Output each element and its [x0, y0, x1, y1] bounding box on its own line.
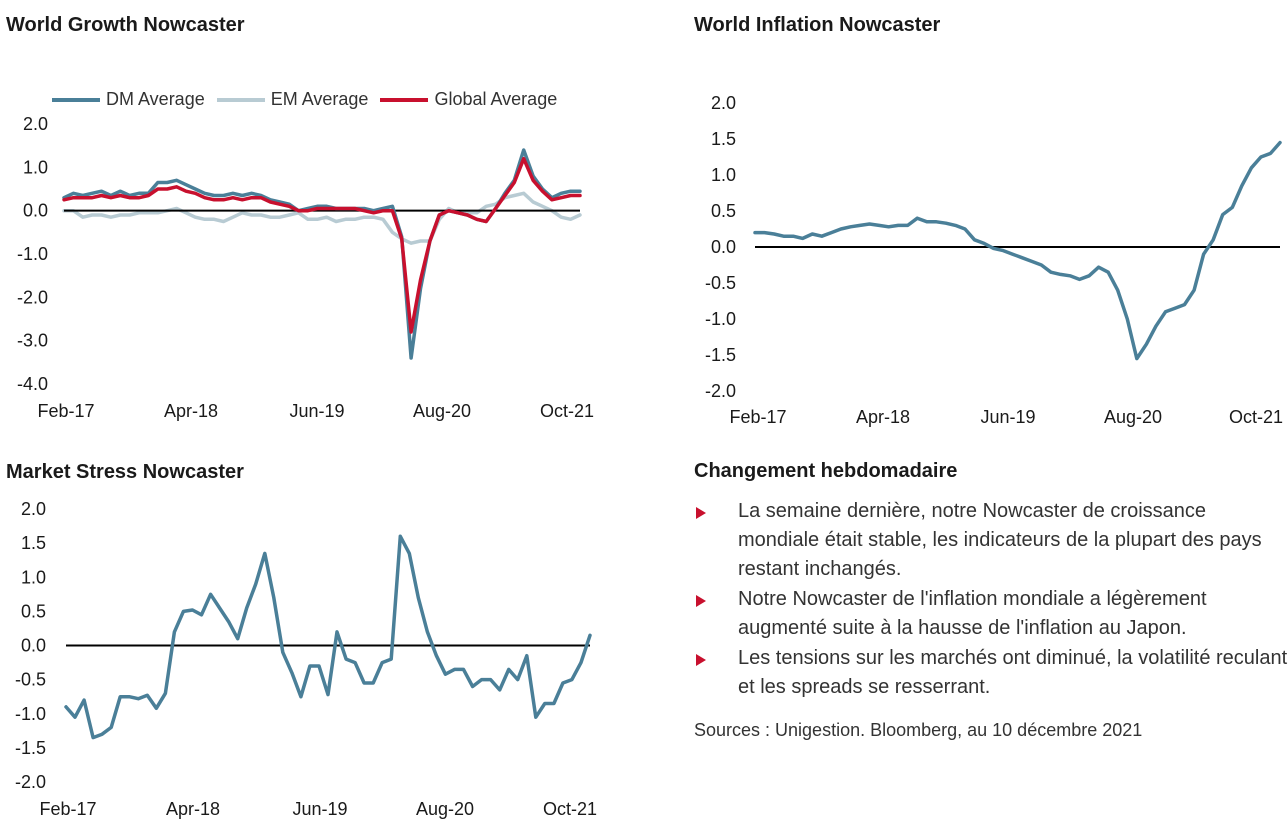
legend-swatch-em — [216, 97, 265, 102]
inflation-chart-title: World Inflation Nowcaster — [694, 14, 941, 36]
growth-legend: DM Average EM Average Global Average — [52, 89, 569, 110]
y-tick-label: 2.0 — [711, 93, 736, 113]
x-tick-label: Oct-21 — [543, 799, 597, 819]
legend-label-em: EM Average — [270, 89, 369, 109]
x-tick-label: Apr-18 — [164, 401, 218, 421]
x-tick-label: Feb-17 — [37, 401, 94, 421]
y-tick-label: -0.5 — [15, 670, 46, 690]
y-tick-label: -1.0 — [705, 309, 736, 329]
y-tick-label: 0.5 — [21, 601, 46, 621]
series-line-global-average — [62, 156, 582, 334]
y-tick-label: -2.0 — [705, 381, 736, 401]
x-tick-label: Apr-18 — [856, 407, 910, 427]
y-tick-label: -4.0 — [17, 374, 48, 394]
y-tick-label: 2.0 — [23, 114, 48, 134]
x-tick-label: Aug-20 — [413, 401, 471, 421]
x-tick-label: Oct-21 — [540, 401, 594, 421]
y-tick-label: 0.5 — [711, 201, 736, 221]
commentary-list: La semaine dernière, notre Nowcaster de … — [694, 497, 1288, 702]
y-tick-label: 1.0 — [711, 165, 736, 185]
y-tick-label: 0.0 — [21, 636, 46, 656]
y-tick-label: -1.5 — [705, 345, 736, 365]
series-line-em-average — [62, 191, 582, 245]
commentary-item-text: Les tensions sur les marchés ont diminué… — [738, 647, 1288, 698]
commentary-item-text: La semaine dernière, notre Nowcaster de … — [738, 500, 1262, 580]
series-line-stress — [64, 534, 592, 740]
y-tick-label: -2.0 — [17, 287, 48, 307]
legend-swatch-dm — [52, 97, 100, 102]
y-tick-label: 2.0 — [21, 499, 46, 519]
x-tick-label: Aug-20 — [1104, 407, 1162, 427]
legend-label-global: Global Average — [434, 89, 558, 109]
series-line-inflation — [753, 140, 1282, 361]
y-tick-label: -1.0 — [15, 704, 46, 724]
growth-chart-title: World Growth Nowcaster — [6, 14, 245, 36]
commentary-item: La semaine dernière, notre Nowcaster de … — [694, 497, 1288, 584]
x-tick-label: Aug-20 — [416, 799, 474, 819]
legend-label-dm: DM Average — [106, 89, 205, 109]
y-tick-label: 1.0 — [23, 157, 48, 177]
commentary-item: Les tensions sur les marchés ont diminué… — [694, 644, 1288, 702]
x-tick-label: Feb-17 — [729, 407, 786, 427]
x-tick-label: Feb-17 — [39, 799, 96, 819]
stress-chart-title: Market Stress Nowcaster — [6, 461, 244, 483]
x-tick-label: Jun-19 — [980, 407, 1035, 427]
y-tick-label: -1.0 — [17, 244, 48, 264]
commentary-item-text: Notre Nowcaster de l'inflation mondiale … — [738, 588, 1207, 639]
legend-item-dm: DM Average — [52, 89, 205, 110]
y-tick-label: 1.0 — [21, 567, 46, 587]
x-tick-label: Jun-19 — [289, 401, 344, 421]
commentary-panel: Changement hebdomadaire La semaine derni… — [694, 460, 1288, 741]
y-tick-label: 1.5 — [711, 129, 736, 149]
commentary-item: Notre Nowcaster de l'inflation mondiale … — [694, 585, 1288, 643]
y-tick-label: -2.0 — [15, 772, 46, 792]
y-tick-label: -3.0 — [17, 331, 48, 351]
commentary-title: Changement hebdomadaire — [694, 460, 958, 482]
y-tick-label: 0.0 — [23, 201, 48, 221]
legend-swatch-global — [380, 97, 429, 102]
y-tick-label: 0.0 — [711, 237, 736, 257]
x-tick-label: Apr-18 — [166, 799, 220, 819]
y-tick-label: 1.5 — [21, 533, 46, 553]
bullet-arrow-icon — [696, 507, 706, 519]
sources-note: Sources : Unigestion. Bloomberg, au 10 d… — [694, 720, 1143, 740]
legend-item-global: Global Average — [380, 89, 557, 110]
y-tick-label: -1.5 — [15, 738, 46, 758]
legend-item-em: EM Average — [216, 89, 369, 110]
bullet-arrow-icon — [696, 595, 706, 607]
x-tick-label: Oct-21 — [1229, 407, 1283, 427]
bullet-arrow-icon — [696, 654, 706, 666]
x-tick-label: Jun-19 — [292, 799, 347, 819]
y-tick-label: -0.5 — [705, 273, 736, 293]
